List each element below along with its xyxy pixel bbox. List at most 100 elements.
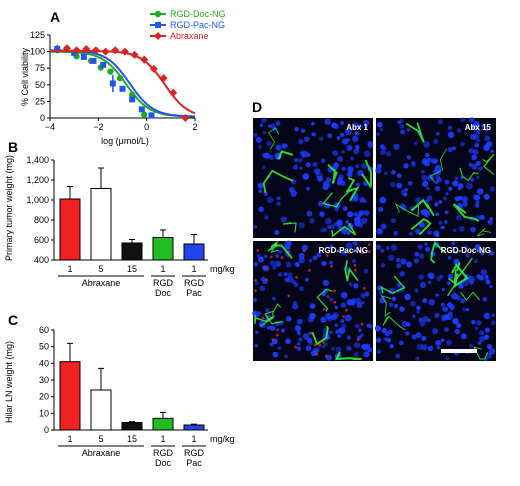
red-signal-dot <box>361 251 365 255</box>
nucleus-dot <box>383 337 388 342</box>
red-signal-dot <box>287 294 291 298</box>
nucleus-dot <box>471 163 478 170</box>
nucleus-dot <box>478 166 483 171</box>
nucleus-dot <box>383 171 388 175</box>
nucleus-dot <box>258 320 266 328</box>
nucleus-dot <box>266 325 272 330</box>
nucleus-dot <box>259 123 264 127</box>
nucleus-dot <box>358 328 362 333</box>
panel-a-point <box>120 47 129 56</box>
vessel-stroke <box>260 303 282 327</box>
red-signal-dot <box>362 286 366 290</box>
nucleus-dot <box>299 150 305 156</box>
red-signal-dot <box>254 289 257 292</box>
nucleus-dot <box>394 304 398 308</box>
nucleus-dot <box>438 200 443 204</box>
nucleus-dot <box>349 282 353 287</box>
nucleus-dot <box>396 263 402 269</box>
red-signal-dot <box>322 307 326 311</box>
red-signal-dot <box>276 328 279 332</box>
panel-a-ytick-label: 25 <box>35 96 45 106</box>
nucleus-dot <box>260 276 266 282</box>
nucleus-dot <box>310 132 315 136</box>
nucleus-dot <box>267 124 272 128</box>
panel-c-bar <box>183 424 205 431</box>
vessel-stroke <box>395 203 419 217</box>
nucleus-dot <box>325 217 332 225</box>
nucleus-dot <box>332 150 339 157</box>
vessel-stroke <box>382 315 406 331</box>
nucleus-dot <box>490 149 494 153</box>
nucleus-dot <box>335 329 340 334</box>
nucleus-dot <box>340 120 345 126</box>
nucleus-dot <box>423 141 431 148</box>
vessel-stroke <box>405 122 425 143</box>
nucleus-dot <box>342 250 346 254</box>
panel-c-category-label: 5 <box>98 434 103 444</box>
nucleus-dot <box>442 306 449 313</box>
nucleus-dot <box>480 269 487 276</box>
red-signal-dot <box>325 354 328 358</box>
nucleus-dot <box>320 228 325 233</box>
nucleus-dot <box>338 327 346 334</box>
nucleus-dot <box>361 343 368 350</box>
nucleus-dot <box>258 189 263 194</box>
nucleus-dot <box>283 354 288 359</box>
nucleus-dot <box>274 260 282 267</box>
nucleus-dot <box>474 326 479 331</box>
nucleus-dot <box>435 131 440 136</box>
nucleus-dot <box>364 124 368 129</box>
nucleus-dot <box>413 258 419 264</box>
panel-a-ytick-label: 100 <box>30 47 45 57</box>
nucleus-dot <box>471 320 476 325</box>
red-signal-dot <box>271 338 275 341</box>
nucleus-dot <box>486 344 493 350</box>
nucleus-dot <box>292 164 298 170</box>
panel-a-point <box>71 49 78 56</box>
legend-marker <box>155 22 161 28</box>
red-signal-dot <box>322 341 326 344</box>
nucleus-dot <box>306 187 310 191</box>
nucleus-dot <box>435 340 442 346</box>
nucleus-dot <box>477 341 482 345</box>
nucleus-dot <box>379 127 384 132</box>
legend-label: RGD-Pac-NG <box>170 20 225 30</box>
panel-c-ytick-label: 40 <box>39 358 49 368</box>
panel-a-label: A <box>50 9 60 25</box>
vessel-stroke <box>334 351 362 361</box>
nucleus-dot <box>311 122 315 126</box>
panel-a-point <box>129 96 136 103</box>
nucleus-dot <box>355 164 360 169</box>
nucleus-dot <box>456 128 462 133</box>
nucleus-dot <box>337 177 343 183</box>
panel-c-ytick-label: 50 <box>39 342 49 352</box>
nucleus-dot <box>318 200 324 207</box>
nucleus-dot <box>353 212 358 217</box>
panel-c-group-label: Abraxane <box>82 448 121 458</box>
panel-a-ytick-label: 125 <box>30 30 45 40</box>
nucleus-dot <box>381 327 388 334</box>
nucleus-dot <box>253 262 259 267</box>
nucleus-dot <box>433 138 439 145</box>
nucleus-dot <box>345 220 350 224</box>
nucleus-dot <box>438 221 443 225</box>
nucleus-dot <box>471 154 477 161</box>
nucleus-dot <box>375 244 381 250</box>
panel-b-group-label: RGD <box>153 278 174 288</box>
nucleus-dot <box>319 136 324 141</box>
nucleus-dot <box>253 298 257 302</box>
nucleus-dot <box>404 188 408 192</box>
red-signal-dot <box>302 249 306 253</box>
nucleus-dot <box>312 162 318 167</box>
nucleus-dot <box>296 342 301 346</box>
panel-c-ytick-label: 60 <box>39 325 49 335</box>
panel-a-ytick-label: 50 <box>35 80 45 90</box>
nucleus-dot <box>360 217 368 225</box>
micrograph-label: RGD-Pac-NG <box>319 246 368 255</box>
nucleus-dot <box>266 141 272 146</box>
nucleus-dot <box>432 230 439 237</box>
nucleus-dot <box>444 327 449 332</box>
nucleus-dot <box>327 225 331 229</box>
